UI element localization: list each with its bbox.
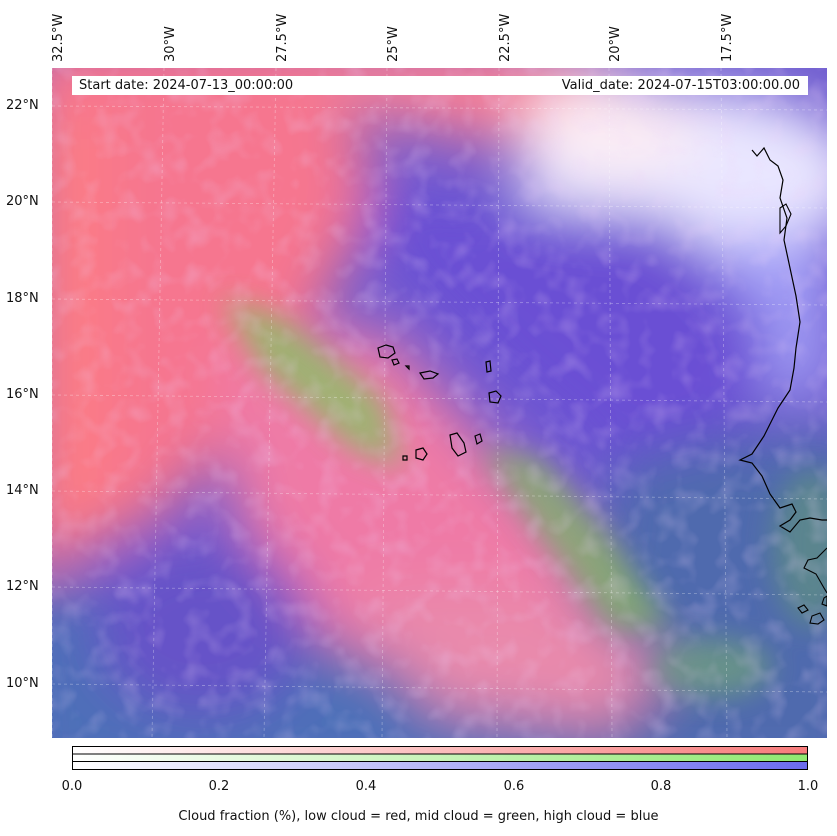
lat-label-14n: 14°N [6, 483, 39, 498]
lon-label-32-5w: 32.5°W [51, 13, 66, 62]
lon-label-17-5w: 17.5°W [720, 13, 735, 62]
lon-label-27-5w: 27.5°W [275, 13, 290, 62]
cloud-fraction-map [52, 68, 827, 738]
colorbar-band-low [72, 746, 808, 755]
colorbar-band-mid [72, 753, 808, 762]
island-sao-vicente [391, 358, 400, 366]
island-boa-vista [488, 390, 502, 404]
cloud-texture [52, 68, 827, 738]
lon-label-25w: 25°W [386, 26, 401, 62]
lat-label-18n: 18°N [6, 291, 39, 306]
island-santiago [449, 432, 467, 457]
colorbar-band-high [72, 761, 808, 770]
lon-label-30w: 30°W [163, 26, 178, 62]
island-santo-antao [377, 344, 396, 359]
colorbar-tick-1: 0.2 [208, 779, 230, 794]
colorbar-tick-2: 0.4 [355, 779, 377, 794]
cloud-fraction-colorbar [72, 746, 808, 770]
date-info-box: Start date: 2024-07-13_00:00:00 Valid_da… [72, 76, 808, 95]
island-fogo [415, 447, 428, 461]
colorbar-tick-0: 0.0 [61, 779, 83, 794]
colorbar-tick-4: 0.8 [650, 779, 672, 794]
west-africa-coastline [738, 146, 827, 533]
lat-label-16n: 16°N [6, 387, 39, 402]
valid-date-label: Valid_date: 2024-07-15T03:00:00.00 [561, 78, 800, 93]
cape-verde-islands [377, 344, 502, 461]
lon-label-22-5w: 22.5°W [498, 13, 513, 62]
colorbar-tick-3: 0.6 [503, 779, 525, 794]
gambia-coast-detail [803, 547, 827, 594]
start-date-label: Start date: 2024-07-13_00:00:00 [79, 78, 294, 93]
lon-label-20w: 20°W [608, 26, 623, 62]
lat-label-20n: 20°N [6, 194, 39, 209]
lat-label-10n: 10°N [6, 676, 39, 691]
colorbar-tick-5: 1.0 [797, 779, 819, 794]
island-santa-luzia [404, 365, 410, 371]
island-sal [485, 360, 492, 373]
island-maio [474, 433, 483, 445]
senegal-coast-detail [779, 203, 792, 235]
island-brava [402, 455, 408, 461]
island-sao-nicolau [419, 370, 440, 380]
lat-label-22n: 22°N [6, 98, 39, 113]
lat-label-12n: 12°N [6, 579, 39, 594]
colorbar-label: Cloud fraction (%), low cloud = red, mid… [178, 809, 659, 824]
gridlines [52, 68, 827, 738]
bissagos-islands [797, 595, 827, 625]
